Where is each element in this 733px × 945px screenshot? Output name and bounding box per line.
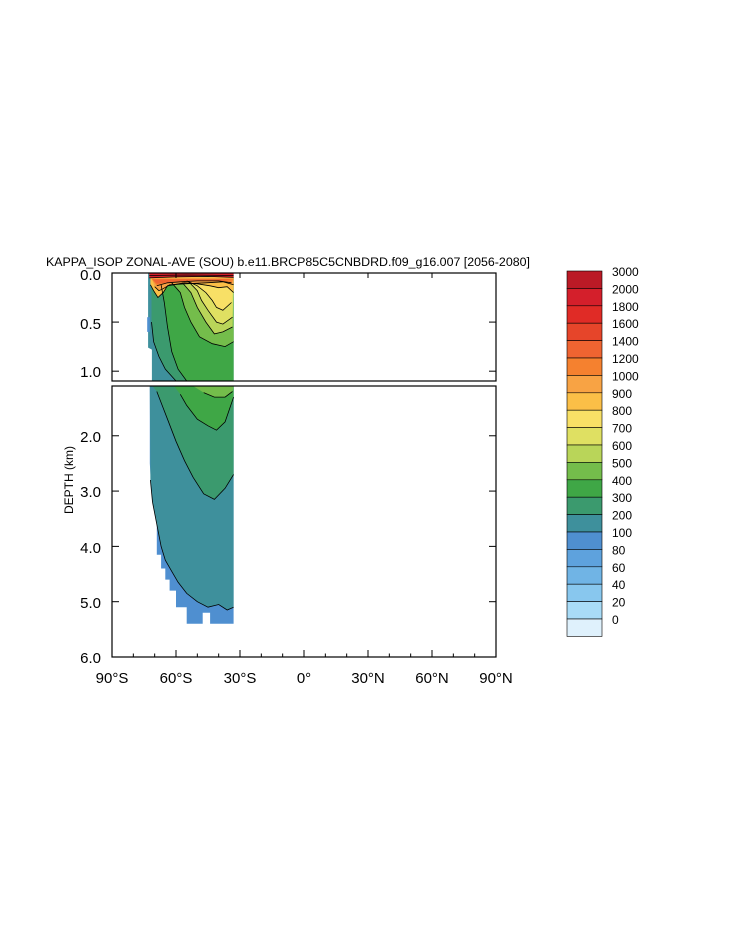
contour-line bbox=[150, 479, 234, 611]
x-tick-label: 60°N bbox=[415, 670, 449, 687]
colorbar-swatch bbox=[566, 514, 603, 533]
contour-line bbox=[149, 274, 234, 276]
colorbar-label: 800 bbox=[612, 404, 632, 418]
contour-line bbox=[188, 281, 233, 325]
contour-line bbox=[154, 281, 234, 292]
lower-y-tick-label: 6.0 bbox=[80, 650, 101, 667]
colorbar-swatch bbox=[566, 496, 603, 515]
contour-line bbox=[171, 282, 234, 348]
upper-y-tick-label: 0.5 bbox=[80, 316, 101, 333]
contour-fill-region bbox=[193, 386, 234, 398]
colorbar-swatch bbox=[566, 340, 603, 359]
colorbar-label: 600 bbox=[612, 439, 632, 453]
colorbar-swatch bbox=[566, 375, 603, 394]
colorbar-swatch bbox=[566, 601, 603, 620]
x-tick-label: 0° bbox=[297, 670, 311, 687]
y-axis-label: DEPTH (km) bbox=[62, 446, 76, 514]
colorbar-label: 60 bbox=[612, 561, 626, 575]
colorbar-label: 400 bbox=[612, 474, 632, 488]
colorbar-swatch bbox=[566, 444, 603, 463]
x-tick-label: 60°S bbox=[160, 670, 193, 687]
colorbar-swatch bbox=[566, 270, 603, 289]
chart-title: KAPPA_ISOP ZONAL-AVE (SOU) b.e11.BRCP85C… bbox=[46, 255, 530, 269]
colorbar-swatch bbox=[566, 288, 603, 307]
colorbar-label: 3000 bbox=[612, 265, 639, 279]
colorbar-swatch bbox=[566, 322, 603, 341]
colorbar-swatch bbox=[566, 549, 603, 568]
colorbar-swatch bbox=[566, 409, 603, 428]
lower-panel-fills bbox=[149, 386, 234, 624]
colorbar-swatch bbox=[566, 479, 603, 498]
contour-line bbox=[156, 280, 232, 287]
x-tick-label: 90°S bbox=[96, 670, 129, 687]
x-tick-label: 90°N bbox=[479, 670, 513, 687]
colorbar-label: 700 bbox=[612, 422, 632, 436]
contour-line bbox=[156, 391, 234, 500]
colorbar-legend: 3000200018001600140012001000900800700600… bbox=[566, 265, 639, 637]
contour-line bbox=[203, 391, 233, 398]
colorbar-swatch bbox=[566, 357, 603, 376]
contour-lines bbox=[149, 274, 234, 611]
colorbar-label: 80 bbox=[612, 543, 626, 557]
upper-panel-fills bbox=[147, 273, 234, 381]
colorbar-label: 300 bbox=[612, 491, 632, 505]
lower-y-tick-label: 2.0 bbox=[80, 429, 101, 446]
colorbar-label: 40 bbox=[612, 578, 626, 592]
colorbar-swatch bbox=[566, 462, 603, 481]
colorbar-label: 200 bbox=[612, 509, 632, 523]
colorbar-swatch bbox=[566, 392, 603, 411]
contour-line bbox=[150, 282, 234, 299]
colorbar-label: 1400 bbox=[612, 335, 639, 349]
x-tick-label: 30°N bbox=[351, 670, 385, 687]
lower-y-tick-label: 5.0 bbox=[80, 595, 101, 612]
colorbar-swatch bbox=[566, 531, 603, 550]
contour-fill-region bbox=[147, 317, 150, 332]
colorbar-label: 1600 bbox=[612, 317, 639, 331]
colorbar-label: 1000 bbox=[612, 369, 639, 383]
colorbar-label: 1200 bbox=[612, 352, 639, 366]
contour-line bbox=[160, 284, 188, 382]
axis-ticks bbox=[111, 272, 497, 658]
colorbar-label: 0 bbox=[612, 613, 619, 627]
colorbar-swatch bbox=[566, 583, 603, 602]
contour-line bbox=[149, 275, 234, 279]
contour-line bbox=[186, 280, 232, 311]
colorbar-label: 100 bbox=[612, 526, 632, 540]
colorbar-swatch bbox=[566, 566, 603, 585]
colorbar-label: 500 bbox=[612, 456, 632, 470]
colorbar-swatch bbox=[566, 305, 603, 324]
contour-line bbox=[179, 394, 234, 431]
colorbar-label: 2000 bbox=[612, 282, 639, 296]
colorbar-swatch bbox=[566, 427, 603, 446]
colorbar-label: 1800 bbox=[612, 300, 639, 314]
colorbar-swatch bbox=[566, 618, 603, 637]
contour-line bbox=[151, 322, 177, 382]
colorbar-label: 900 bbox=[612, 387, 632, 401]
lower-y-tick-label: 3.0 bbox=[80, 484, 101, 501]
upper-y-tick-label: 0.0 bbox=[80, 267, 101, 284]
upper-y-tick-label: 1.0 bbox=[80, 364, 101, 381]
lower-y-tick-label: 4.0 bbox=[80, 540, 101, 557]
contour-line bbox=[182, 282, 233, 335]
x-tick-label: 30°S bbox=[224, 670, 257, 687]
colorbar-label: 20 bbox=[612, 596, 626, 610]
